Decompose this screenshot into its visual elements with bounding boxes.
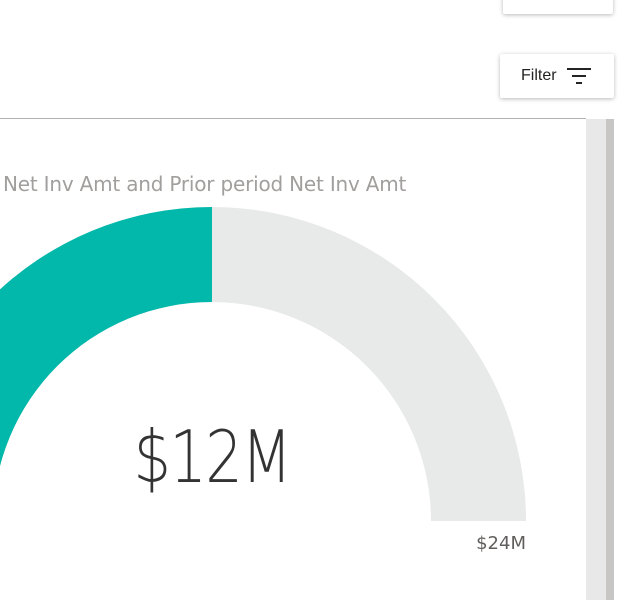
gauge-max-label: $24M bbox=[476, 533, 526, 554]
vertical-scrollbar[interactable] bbox=[586, 119, 606, 600]
visual-title: Net Inv Amt and Prior period Net Inv Amt bbox=[3, 172, 407, 196]
gauge-chart bbox=[0, 207, 526, 521]
top-toolbar-button[interactable] bbox=[503, 0, 613, 14]
scrollbar-thumb[interactable] bbox=[606, 119, 614, 600]
gauge-visual[interactable]: Net Inv Amt and Prior period Net Inv Amt… bbox=[0, 118, 586, 600]
gauge-value: $12M bbox=[133, 415, 292, 499]
gauge-fill bbox=[0, 207, 212, 467]
filter-icon bbox=[567, 68, 591, 84]
filter-button-label: Filter bbox=[521, 67, 557, 84]
filter-button[interactable]: Filter bbox=[500, 54, 614, 98]
